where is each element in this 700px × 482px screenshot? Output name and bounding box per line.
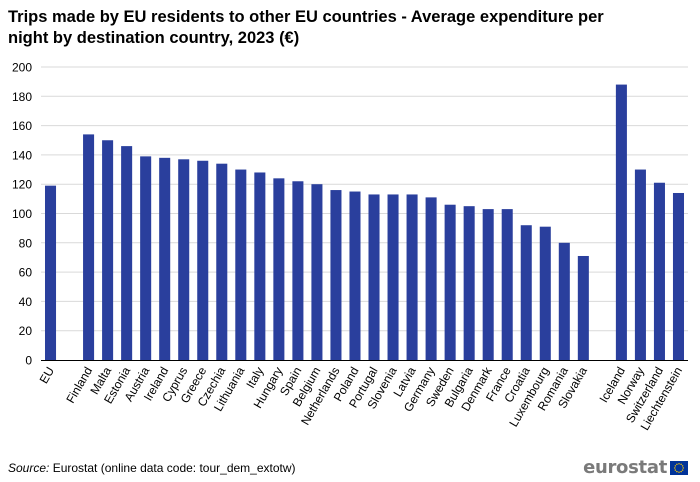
y-tick-label: 20: [19, 324, 33, 338]
bar: [197, 160, 209, 360]
bar: [235, 169, 247, 360]
gridlines: [41, 66, 688, 332]
flag-star: [674, 466, 676, 469]
eurostat-logo: eurostat: [583, 457, 688, 478]
y-tick-label: 80: [19, 236, 33, 250]
bar: [444, 204, 456, 360]
y-tick-label: 140: [12, 148, 32, 162]
bar: [178, 159, 190, 360]
bar: [254, 172, 266, 360]
logo-text: eurostat: [583, 457, 667, 478]
bar: [311, 184, 323, 360]
flag-star: [676, 470, 678, 472]
y-tick-label: 200: [12, 61, 32, 75]
bar: [387, 194, 399, 360]
x-tick-label: EU: [37, 365, 57, 386]
y-tick-label: 0: [25, 354, 32, 368]
bar: [672, 192, 685, 360]
chart-title: Trips made by EU residents to other EU c…: [8, 8, 604, 47]
flag-star: [681, 468, 684, 471]
y-tick-label: 40: [19, 295, 33, 309]
bar: [140, 156, 152, 360]
source-label: Source:: [8, 461, 50, 475]
bar: [425, 197, 437, 360]
bar: [159, 157, 171, 360]
bar: [634, 169, 646, 360]
bar: [368, 194, 380, 360]
bar: [102, 140, 114, 360]
bar: [292, 181, 304, 360]
bars: [44, 84, 685, 360]
flag-star: [674, 464, 677, 467]
bar: [406, 194, 418, 360]
flag-star: [678, 471, 680, 473]
source-note: Source: Eurostat (online data code: tour…: [8, 461, 296, 475]
y-tick-label: 180: [12, 90, 32, 104]
bar: [330, 190, 342, 360]
flag-star: [676, 463, 678, 465]
bar: [520, 225, 532, 360]
y-tick-label: 120: [12, 178, 32, 192]
bar: [121, 146, 133, 360]
flag-star: [678, 462, 680, 464]
bar: [83, 134, 95, 360]
bar: [482, 209, 494, 360]
y-tick-label: 160: [12, 119, 32, 133]
y-axis-tick-labels: 0 20 40 60 80 100 120 140 160 180 200: [12, 61, 32, 368]
bar: [539, 226, 551, 360]
source-text: Eurostat (online data code: tour_dem_ext…: [52, 461, 296, 475]
bar: [44, 185, 57, 360]
bar: [273, 178, 285, 360]
bar: [349, 191, 361, 360]
x-axis-tick-labels: EU FinlandMaltaEstoniaAustriaIrelandCypru…: [37, 364, 685, 433]
bar: [653, 182, 665, 360]
flag-star: [681, 464, 684, 467]
bar: [216, 163, 228, 360]
flag-star: [680, 463, 682, 465]
y-tick-label: 100: [12, 207, 32, 221]
bar: [501, 209, 513, 360]
flag-star: [680, 470, 682, 472]
bar: [558, 242, 570, 360]
y-tick-label: 60: [19, 266, 33, 280]
flag-star: [682, 466, 684, 469]
bar: [577, 255, 589, 360]
bar: [615, 84, 627, 360]
bar: [463, 206, 475, 360]
eu-flag-icon: [670, 460, 688, 475]
flag-star: [674, 468, 677, 471]
